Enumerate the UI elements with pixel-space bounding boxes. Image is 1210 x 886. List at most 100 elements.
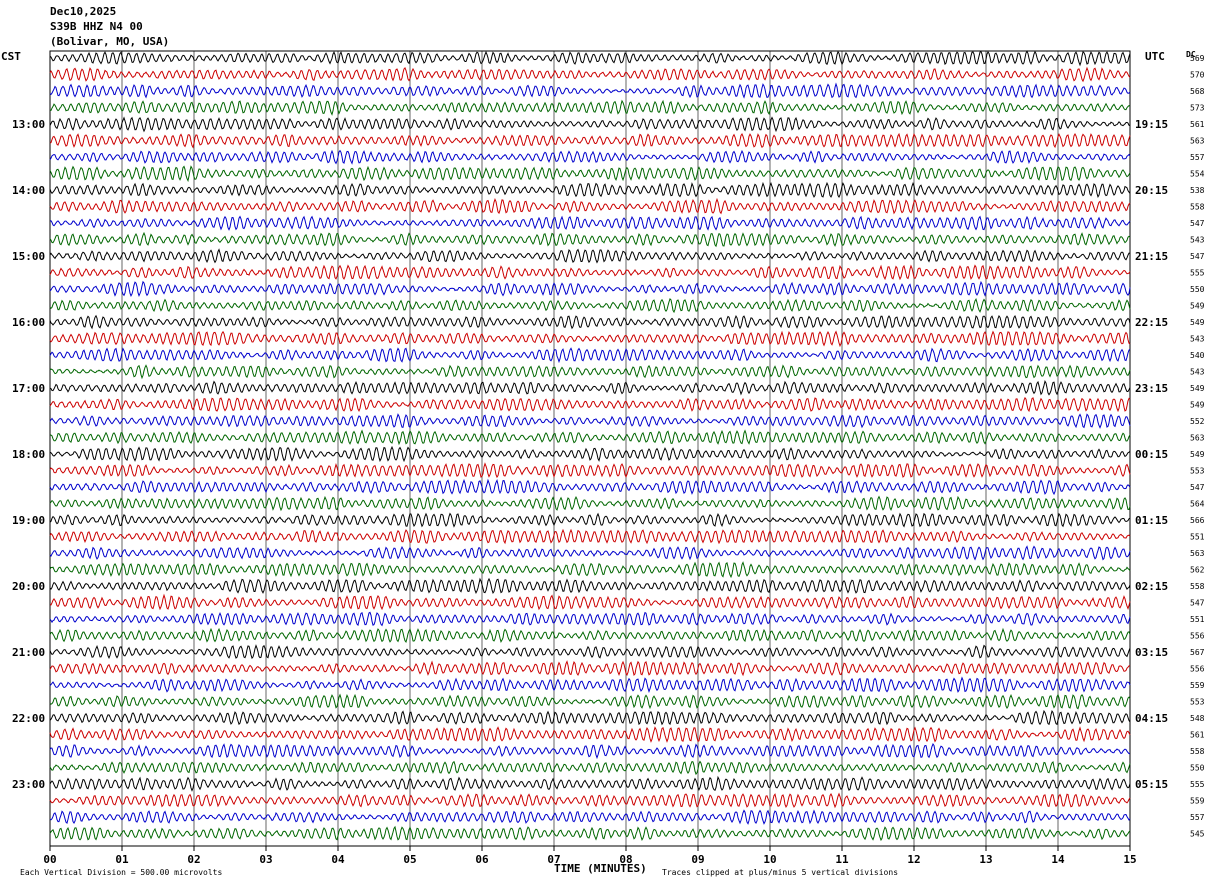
dc-offset-label: 567 [1190, 648, 1205, 657]
cst-hour-label: 16:00 [12, 316, 45, 329]
dc-offset-label: 564 [1190, 500, 1205, 509]
x-tick-label: 06 [475, 853, 489, 866]
station-label: S39B HHZ N4 00 [50, 20, 143, 33]
x-tick-label: 01 [115, 853, 129, 866]
dc-offset-label: 553 [1190, 698, 1205, 707]
utc-hour-label: 02:15 [1135, 580, 1168, 593]
cst-hour-label: 20:00 [12, 580, 45, 593]
x-tick-label: 03 [259, 853, 272, 866]
trace-line [49, 297, 1131, 314]
dc-offset-label: 563 [1190, 137, 1205, 146]
trace-line [49, 197, 1131, 215]
trace-line [49, 561, 1131, 579]
trace-line [49, 181, 1131, 199]
dc-offset-label: 570 [1190, 71, 1205, 80]
dc-offset-label: 548 [1190, 714, 1205, 723]
x-tick-label: 10 [763, 853, 776, 866]
trace-line [49, 66, 1131, 83]
dc-offset-label: 557 [1190, 813, 1205, 822]
trace-line [49, 149, 1131, 165]
dc-offset-label: 547 [1190, 483, 1205, 492]
dc-offset-label: 547 [1190, 219, 1205, 228]
trace-line [49, 775, 1131, 792]
x-tick-label: 07 [547, 853, 560, 866]
trace-line [49, 528, 1131, 545]
scale-note: Each Vertical Division = 500.00 microvol… [20, 868, 223, 877]
dc-offset-label: 557 [1190, 153, 1205, 162]
trace-line [49, 809, 1131, 825]
dc-offset-label: 545 [1190, 830, 1205, 839]
trace-line [49, 644, 1131, 660]
trace-line [49, 264, 1131, 281]
dc-offset-label: 558 [1190, 582, 1205, 591]
dc-offset-label: 558 [1190, 203, 1205, 212]
dc-offset-label: 543 [1190, 368, 1205, 377]
trace-line [49, 709, 1131, 726]
trace-line [49, 462, 1131, 479]
utc-hour-label: 01:15 [1135, 514, 1168, 527]
cst-hour-label: 18:00 [12, 448, 45, 461]
trace-line [49, 429, 1131, 446]
trace-line [49, 742, 1131, 760]
dc-offset-label: 549 [1190, 401, 1205, 410]
dc-offset-label: 549 [1190, 384, 1205, 393]
x-tick-label: 15 [1123, 853, 1136, 866]
cst-hour-label: 22:00 [12, 712, 45, 725]
dc-offset-label: 561 [1190, 731, 1205, 740]
dc-offset-label: 563 [1190, 434, 1205, 443]
dc-offset-label: 554 [1190, 170, 1205, 179]
dc-offset-label: 538 [1190, 186, 1205, 195]
x-tick-label: 02 [187, 853, 200, 866]
x-tick-label: 00 [43, 853, 56, 866]
dc-offset-label: 559 [1190, 797, 1205, 806]
dc-offset-label: 547 [1190, 252, 1205, 261]
trace-line [49, 132, 1131, 149]
utc-hour-label: 22:15 [1135, 316, 1168, 329]
x-axis-title: TIME (MINUTES) [554, 862, 647, 875]
trace-line [49, 396, 1131, 413]
dc-offset-label: 553 [1190, 467, 1205, 476]
trace-line [49, 379, 1131, 396]
trace-line [49, 660, 1131, 677]
dc-offset-label: 561 [1190, 120, 1205, 129]
dc-offset-label: 550 [1190, 285, 1205, 294]
trace-line [49, 627, 1131, 643]
cst-hour-label: 17:00 [12, 382, 45, 395]
dc-offset-label: 562 [1190, 566, 1205, 575]
trace-line [49, 478, 1131, 496]
dc-offset-label: 551 [1190, 533, 1205, 542]
dc-offset-label: 568 [1190, 87, 1205, 96]
utc-hour-label: 03:15 [1135, 646, 1168, 659]
dc-offset-label: 559 [1190, 681, 1205, 690]
dc-offset-label: 549 [1190, 302, 1205, 311]
trace-line [49, 726, 1131, 743]
dc-offset-label: 551 [1190, 615, 1205, 624]
utc-hour-label: 21:15 [1135, 250, 1168, 263]
cst-hour-label: 15:00 [12, 250, 45, 263]
dc-offset-label: 552 [1190, 417, 1205, 426]
location-label: (Bolivar, MO, USA) [50, 35, 170, 48]
dc-offset-label: 563 [1190, 549, 1205, 558]
trace-line [49, 577, 1131, 595]
right-timezone-label: UTC [1145, 50, 1165, 63]
cst-hour-label: 19:00 [12, 514, 45, 527]
trace-line [49, 495, 1131, 512]
dc-offset-label: 549 [1190, 318, 1205, 327]
x-tick-label: 14 [1051, 853, 1065, 866]
trace-line [49, 445, 1131, 463]
plot-frame [49, 50, 1131, 847]
trace-line [49, 314, 1131, 330]
dc-offset-label: 556 [1190, 665, 1205, 674]
dc-offset-label: 540 [1190, 351, 1205, 360]
trace-line [49, 825, 1131, 842]
utc-hour-label: 20:15 [1135, 184, 1168, 197]
dc-offset-label: 569 [1190, 54, 1205, 63]
x-tick-label: 08 [619, 853, 632, 866]
trace-line [49, 165, 1131, 183]
label-group: 00 01 02 03 04 05 06 07 08 09 10 11 12 13 14 15 569 570 56… [12, 54, 1205, 866]
dc-offset-label: 547 [1190, 599, 1205, 608]
trace-line [49, 99, 1131, 116]
trace-line [49, 280, 1131, 297]
trace-line [49, 231, 1131, 248]
clip-note: Traces clipped at plus/minus 5 vertical … [662, 868, 899, 877]
